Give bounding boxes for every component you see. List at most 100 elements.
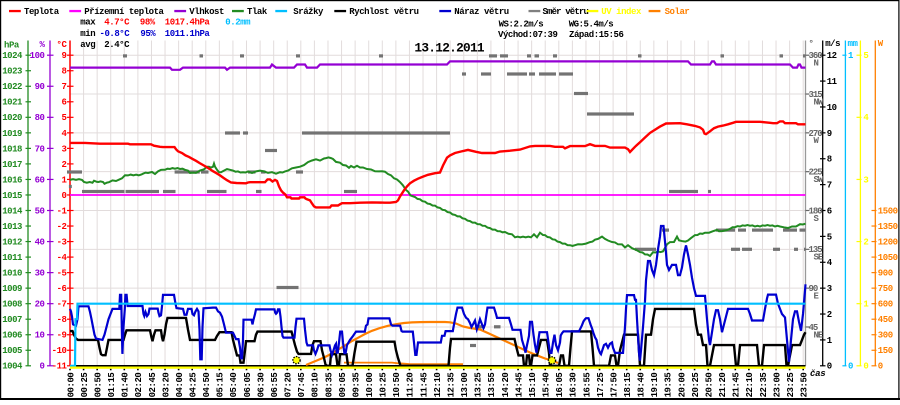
svg-text:Přízemní teplota: Přízemní teplota	[84, 7, 164, 17]
svg-text:19:35: 19:35	[664, 373, 674, 398]
svg-text:-2: -2	[57, 222, 67, 232]
svg-text:1017: 1017	[2, 160, 22, 170]
svg-text:08:35: 08:35	[324, 373, 334, 398]
svg-text:Vlhkost: Vlhkost	[189, 7, 224, 17]
svg-text:11:45: 11:45	[419, 373, 429, 398]
svg-text:-4: -4	[57, 253, 68, 263]
svg-text:225: 225	[809, 168, 823, 178]
svg-text:1010: 1010	[2, 269, 22, 279]
svg-text:-9: -9	[57, 331, 67, 341]
svg-text:18:15: 18:15	[623, 373, 633, 398]
svg-text:1011: 1011	[2, 253, 23, 263]
svg-text:1013: 1013	[2, 222, 22, 232]
svg-text:hPa: hPa	[4, 40, 20, 50]
svg-text:19:10: 19:10	[650, 373, 660, 398]
svg-text:750: 750	[878, 284, 893, 294]
svg-text:98%: 98%	[140, 17, 156, 27]
svg-text:270: 270	[809, 129, 823, 139]
svg-text:6: 6	[62, 98, 67, 108]
svg-text:30: 30	[35, 269, 45, 279]
svg-text:11: 11	[827, 77, 838, 87]
svg-text:900: 900	[878, 269, 893, 279]
svg-text:-1: -1	[57, 206, 68, 216]
svg-text:NE: NE	[814, 330, 824, 340]
svg-text:100: 100	[30, 51, 45, 61]
svg-text:07:20: 07:20	[284, 373, 294, 398]
svg-text:4.7°C: 4.7°C	[104, 17, 130, 27]
svg-text:07:45: 07:45	[297, 373, 307, 398]
svg-text:1018: 1018	[2, 144, 22, 154]
svg-text:Tlak: Tlak	[247, 7, 268, 17]
svg-text:-11: -11	[52, 362, 68, 372]
svg-text:1: 1	[827, 336, 833, 346]
svg-text:3: 3	[827, 284, 832, 294]
svg-text:00:00: 00:00	[66, 373, 76, 398]
svg-text:90: 90	[35, 82, 45, 92]
svg-text:60: 60	[35, 175, 45, 185]
svg-text:09:35: 09:35	[351, 373, 361, 398]
svg-text:1: 1	[848, 51, 854, 61]
svg-text:max: max	[80, 17, 96, 27]
svg-text:06:05: 06:05	[243, 373, 253, 398]
svg-text:10: 10	[827, 103, 837, 113]
svg-text:06:55: 06:55	[270, 373, 280, 398]
svg-text:-10: -10	[52, 346, 67, 356]
svg-text:0: 0	[863, 362, 868, 372]
svg-text:-0.8°C: -0.8°C	[100, 29, 131, 39]
svg-text:17:50: 17:50	[609, 373, 619, 398]
svg-text:150: 150	[878, 346, 893, 356]
svg-text:1022: 1022	[2, 82, 22, 92]
svg-text:1050: 1050	[878, 253, 898, 263]
svg-text:WS:2.2m/s: WS:2.2m/s	[499, 20, 544, 30]
svg-text:16:55: 16:55	[582, 373, 592, 398]
svg-text:WG:5.4m/s: WG:5.4m/s	[569, 20, 614, 30]
svg-text:1016: 1016	[2, 175, 22, 185]
svg-text:Srážky: Srážky	[293, 7, 324, 17]
svg-text:5: 5	[62, 113, 67, 123]
svg-text:22:10: 22:10	[745, 373, 755, 398]
svg-text:Teplota: Teplota	[24, 7, 60, 17]
svg-text:40: 40	[35, 238, 45, 248]
svg-text:4: 4	[827, 258, 833, 268]
svg-text:00:25: 00:25	[80, 373, 90, 398]
svg-text:1020: 1020	[2, 113, 22, 123]
svg-text:SW: SW	[814, 175, 824, 185]
svg-text:95%: 95%	[140, 29, 156, 39]
svg-text:1: 1	[863, 300, 869, 310]
svg-text:12: 12	[827, 51, 837, 61]
svg-text:02:20: 02:20	[134, 373, 144, 398]
svg-text:°: °	[809, 39, 814, 49]
svg-text:čas: čas	[810, 369, 825, 379]
svg-text:1007: 1007	[2, 315, 22, 325]
svg-text:23:00: 23:00	[772, 373, 782, 398]
svg-text:4: 4	[62, 129, 68, 139]
svg-text:Východ:07:39: Východ:07:39	[498, 30, 557, 40]
svg-text:Náraz větru: Náraz větru	[454, 7, 509, 17]
svg-text:50: 50	[35, 206, 45, 216]
svg-text:01:15: 01:15	[107, 373, 117, 398]
svg-text:04:00: 04:00	[175, 373, 185, 398]
svg-text:SE: SE	[814, 253, 824, 263]
svg-text:13:00: 13:00	[460, 373, 470, 398]
svg-text:-6: -6	[57, 284, 67, 294]
svg-text:9: 9	[827, 129, 832, 139]
svg-text:360: 360	[809, 51, 823, 61]
svg-text:20:00: 20:00	[677, 373, 687, 398]
svg-text:70: 70	[35, 144, 45, 154]
svg-text:1011.1hPa: 1011.1hPa	[165, 29, 211, 39]
svg-text:135: 135	[809, 245, 823, 255]
svg-text:1014: 1014	[2, 206, 23, 216]
svg-text:0: 0	[62, 191, 67, 201]
svg-text:1019: 1019	[2, 129, 22, 139]
svg-text:7: 7	[62, 82, 67, 92]
svg-text:09:05: 09:05	[338, 373, 348, 398]
svg-text:2: 2	[863, 238, 868, 248]
svg-text:23:25: 23:25	[786, 373, 796, 398]
svg-text:W: W	[814, 136, 820, 146]
svg-text:13:55: 13:55	[487, 373, 497, 398]
svg-text:10:00: 10:00	[365, 373, 375, 398]
svg-text:1009: 1009	[2, 284, 22, 294]
svg-text:1015: 1015	[2, 191, 22, 201]
svg-text:20: 20	[35, 300, 45, 310]
svg-text:-3: -3	[57, 238, 67, 248]
